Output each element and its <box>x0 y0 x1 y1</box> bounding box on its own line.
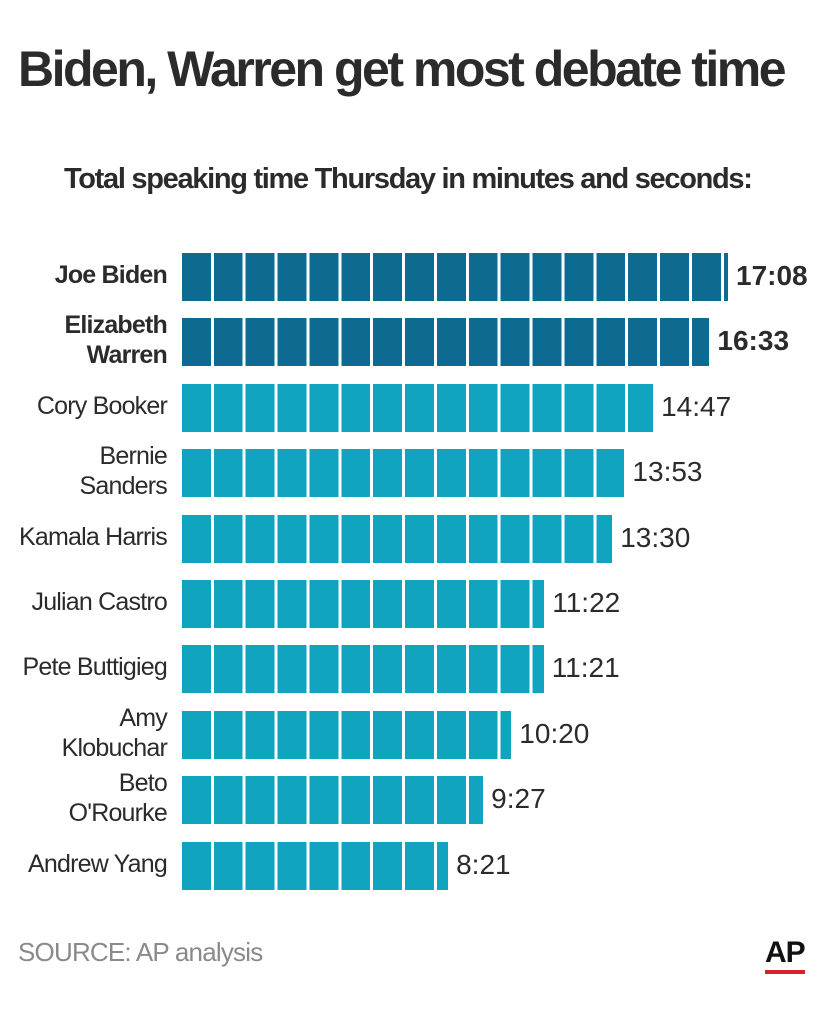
bar <box>182 318 710 367</box>
bar <box>182 514 613 563</box>
bar <box>182 645 544 694</box>
value-label: 8:21 <box>456 848 511 880</box>
category-label: Joe Biden <box>54 261 168 289</box>
category-label: Bernie Sanders <box>79 442 167 501</box>
value-label: 14:47 <box>661 390 732 422</box>
category-label: Julian Castro <box>31 588 168 616</box>
value-label: 11:21 <box>551 652 620 684</box>
category-label: Elizabeth Warren <box>64 311 167 370</box>
logo: AP <box>765 936 806 974</box>
category-label: Cory Booker <box>36 391 168 420</box>
bar <box>182 776 484 825</box>
value-label: 16:33 <box>717 325 790 357</box>
value-label: 17:08 <box>736 260 808 291</box>
category-label: Amy Klobuchar <box>61 703 168 762</box>
bar <box>182 841 449 890</box>
bar <box>182 449 625 498</box>
value-label: 13:30 <box>620 521 691 553</box>
value-label: 13:53 <box>632 456 703 488</box>
bar <box>182 253 728 301</box>
bar <box>182 580 545 628</box>
category-label: Pete Buttigieg <box>22 653 168 682</box>
value-label: 9:27 <box>491 783 546 815</box>
category-label: Andrew Yang <box>28 849 168 878</box>
value-label: 10:20 <box>519 717 590 749</box>
bar <box>182 383 654 432</box>
chart-subtitle: Total speaking time Thursday in minutes … <box>64 163 753 195</box>
chart-title: Biden, Warren get most debate time <box>18 41 787 97</box>
category-label: Kamala Harris <box>19 522 168 551</box>
category-label: Beto O'Rourke <box>68 769 168 828</box>
bar <box>182 710 512 759</box>
value-label: 11:22 <box>552 587 621 618</box>
source-note: SOURCE: AP analysis <box>18 937 263 967</box>
